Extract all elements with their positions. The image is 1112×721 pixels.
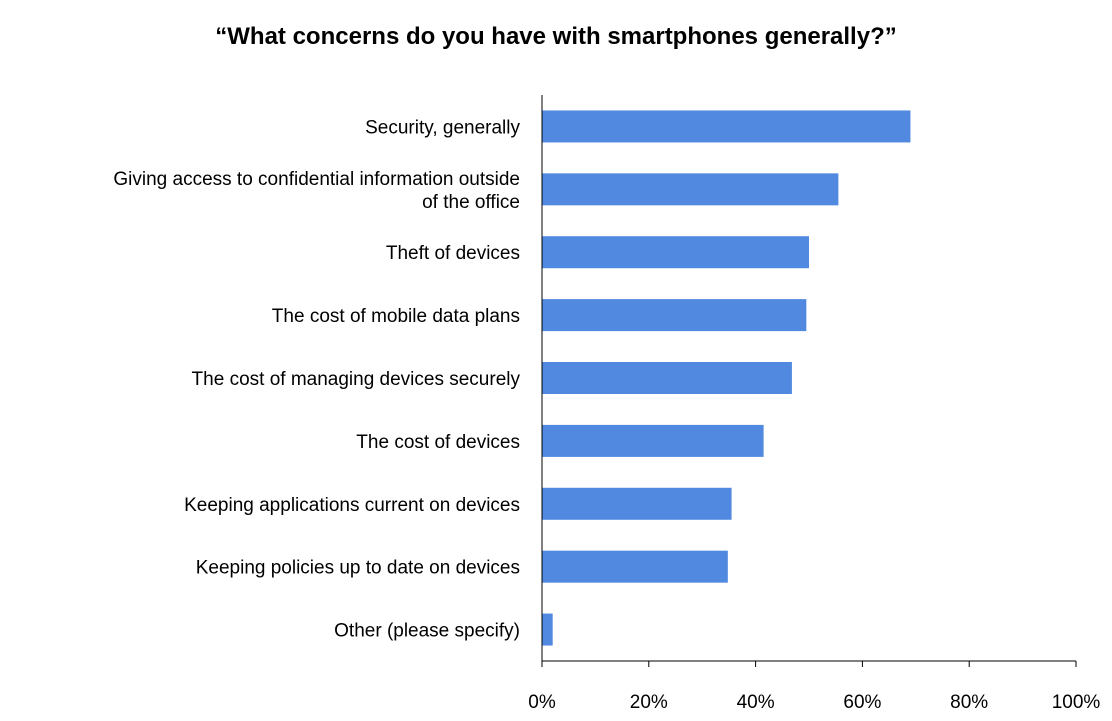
category-label-line: The cost of mobile data plans — [272, 306, 520, 327]
category-label-line: Giving access to confidential informatio… — [113, 169, 520, 190]
bars-layer — [542, 110, 911, 646]
bar-5 — [542, 362, 792, 394]
x-tick-label: 100% — [1052, 692, 1101, 713]
bar-8 — [542, 550, 728, 583]
category-label-9: Other (please specify) — [334, 621, 520, 642]
category-label-3: Theft of devices — [386, 243, 520, 264]
category-label-2: Giving access to confidential informatio… — [113, 169, 520, 213]
category-label-line: Theft of devices — [386, 243, 520, 264]
x-tick-label: 20% — [630, 692, 668, 713]
category-label-6: The cost of devices — [356, 432, 520, 453]
category-label-1: Security, generally — [365, 117, 520, 138]
bar-7 — [542, 487, 732, 520]
x-tick-labels: 0% 20% 40% 60% 80% 100% — [528, 692, 1100, 713]
bar-4 — [542, 299, 807, 332]
x-tick-label: 60% — [843, 692, 881, 713]
x-tick-label: 0% — [528, 692, 556, 713]
category-label-7: Keeping applications current on devices — [184, 495, 520, 516]
category-label-4: The cost of mobile data plans — [272, 306, 520, 327]
axis-layer — [541, 95, 1077, 667]
bar-9 — [542, 613, 553, 646]
category-label-line: The cost of devices — [356, 432, 520, 453]
bar-2 — [542, 173, 839, 206]
bar-1 — [542, 110, 911, 143]
category-label-line: Other (please specify) — [334, 621, 520, 642]
bar-3 — [542, 236, 809, 269]
bar-6 — [542, 424, 764, 457]
x-tick-label: 40% — [737, 692, 775, 713]
category-label-line: Keeping applications current on devices — [184, 495, 520, 516]
category-label-line: Security, generally — [365, 117, 520, 138]
category-label-5: The cost of managing devices securely — [192, 369, 521, 390]
x-tick-label: 80% — [950, 692, 988, 713]
category-label-line: The cost of managing devices securely — [192, 369, 521, 390]
category-label-line: Keeping policies up to date on devices — [196, 558, 520, 579]
category-label-line: of the office — [422, 192, 520, 213]
category-label-8: Keeping policies up to date on devices — [196, 558, 520, 579]
chart-title: “What concerns do you have with smartpho… — [215, 23, 896, 50]
category-labels: Security, generally Giving access to conf… — [113, 117, 520, 641]
